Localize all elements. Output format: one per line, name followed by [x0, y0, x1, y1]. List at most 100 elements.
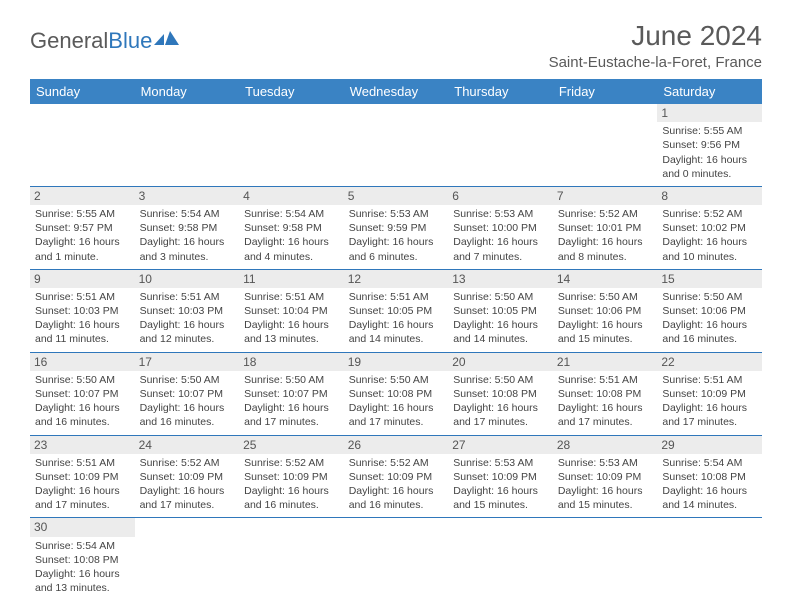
calendar-day-cell: 3Sunrise: 5:54 AMSunset: 9:58 PMDaylight…: [135, 186, 240, 269]
sunset-text: Sunset: 10:06 PM: [662, 304, 757, 318]
sunrise-text: Sunrise: 5:54 AM: [35, 539, 130, 553]
sunset-text: Sunset: 9:59 PM: [349, 221, 444, 235]
brand-logo: GeneralBlue: [30, 28, 180, 54]
daylight-text: and 17 minutes.: [35, 498, 130, 512]
calendar-day-cell: 11Sunrise: 5:51 AMSunset: 10:04 PMDaylig…: [239, 269, 344, 352]
daylight-text: and 12 minutes.: [140, 332, 235, 346]
sunset-text: Sunset: 10:08 PM: [453, 387, 548, 401]
daylight-text: Daylight: 16 hours: [558, 318, 653, 332]
daylight-text: and 15 minutes.: [453, 498, 548, 512]
calendar-day-cell: 25Sunrise: 5:52 AMSunset: 10:09 PMDaylig…: [239, 435, 344, 518]
sunset-text: Sunset: 10:05 PM: [349, 304, 444, 318]
daylight-text: and 16 minutes.: [140, 415, 235, 429]
calendar-day-cell: 23Sunrise: 5:51 AMSunset: 10:09 PMDaylig…: [30, 435, 135, 518]
calendar-week-row: 23Sunrise: 5:51 AMSunset: 10:09 PMDaylig…: [30, 435, 762, 518]
daylight-text: and 3 minutes.: [140, 250, 235, 264]
calendar-empty-cell: [553, 518, 658, 600]
day-number: 23: [30, 436, 135, 454]
day-of-week-header: Sunday: [30, 79, 135, 104]
calendar-day-cell: 1Sunrise: 5:55 AMSunset: 9:56 PMDaylight…: [657, 104, 762, 186]
daylight-text: and 17 minutes.: [140, 498, 235, 512]
sunrise-text: Sunrise: 5:52 AM: [349, 456, 444, 470]
daylight-text: and 15 minutes.: [558, 332, 653, 346]
day-number: 4: [239, 187, 344, 205]
calendar-empty-cell: [657, 518, 762, 600]
sunrise-text: Sunrise: 5:52 AM: [558, 207, 653, 221]
daylight-text: Daylight: 16 hours: [140, 484, 235, 498]
location-text: Saint-Eustache-la-Foret, France: [549, 54, 762, 71]
sunrise-text: Sunrise: 5:51 AM: [140, 290, 235, 304]
sunset-text: Sunset: 9:58 PM: [244, 221, 339, 235]
daylight-text: Daylight: 16 hours: [35, 484, 130, 498]
sunset-text: Sunset: 9:56 PM: [662, 138, 757, 152]
day-of-week-header: Tuesday: [239, 79, 344, 104]
sunset-text: Sunset: 10:09 PM: [140, 470, 235, 484]
sunrise-text: Sunrise: 5:54 AM: [662, 456, 757, 470]
sunset-text: Sunset: 10:03 PM: [35, 304, 130, 318]
day-number: 26: [344, 436, 449, 454]
daylight-text: Daylight: 16 hours: [558, 401, 653, 415]
daylight-text: and 4 minutes.: [244, 250, 339, 264]
daylight-text: and 15 minutes.: [558, 498, 653, 512]
sunrise-text: Sunrise: 5:50 AM: [349, 373, 444, 387]
daylight-text: and 6 minutes.: [349, 250, 444, 264]
daylight-text: Daylight: 16 hours: [662, 235, 757, 249]
daylight-text: Daylight: 16 hours: [453, 401, 548, 415]
day-of-week-header: Thursday: [448, 79, 553, 104]
calendar-empty-cell: [344, 104, 449, 186]
sunrise-text: Sunrise: 5:51 AM: [35, 456, 130, 470]
brand-part1: General: [30, 28, 108, 54]
sunset-text: Sunset: 10:09 PM: [349, 470, 444, 484]
calendar-day-cell: 10Sunrise: 5:51 AMSunset: 10:03 PMDaylig…: [135, 269, 240, 352]
sunset-text: Sunset: 10:07 PM: [35, 387, 130, 401]
daylight-text: and 17 minutes.: [558, 415, 653, 429]
brand-part2: Blue: [108, 28, 152, 54]
daylight-text: Daylight: 16 hours: [453, 235, 548, 249]
daylight-text: and 7 minutes.: [453, 250, 548, 264]
day-number: 12: [344, 270, 449, 288]
calendar-day-cell: 4Sunrise: 5:54 AMSunset: 9:58 PMDaylight…: [239, 186, 344, 269]
daylight-text: Daylight: 16 hours: [662, 401, 757, 415]
sunrise-text: Sunrise: 5:52 AM: [662, 207, 757, 221]
sunrise-text: Sunrise: 5:51 AM: [662, 373, 757, 387]
calendar-day-cell: 7Sunrise: 5:52 AMSunset: 10:01 PMDayligh…: [553, 186, 658, 269]
sunset-text: Sunset: 10:08 PM: [558, 387, 653, 401]
calendar-empty-cell: [448, 518, 553, 600]
daylight-text: and 13 minutes.: [244, 332, 339, 346]
daylight-text: Daylight: 16 hours: [349, 484, 444, 498]
calendar-day-cell: 19Sunrise: 5:50 AMSunset: 10:08 PMDaylig…: [344, 352, 449, 435]
day-number: 14: [553, 270, 658, 288]
daylight-text: Daylight: 16 hours: [244, 318, 339, 332]
calendar-day-cell: 27Sunrise: 5:53 AMSunset: 10:09 PMDaylig…: [448, 435, 553, 518]
sunrise-text: Sunrise: 5:51 AM: [244, 290, 339, 304]
calendar-week-row: 30Sunrise: 5:54 AMSunset: 10:08 PMDaylig…: [30, 518, 762, 600]
sunrise-text: Sunrise: 5:50 AM: [453, 373, 548, 387]
sunrise-text: Sunrise: 5:54 AM: [140, 207, 235, 221]
daylight-text: Daylight: 16 hours: [662, 153, 757, 167]
calendar-empty-cell: [553, 104, 658, 186]
calendar-empty-cell: [135, 104, 240, 186]
brand-mark-icon: [154, 28, 180, 51]
sunset-text: Sunset: 10:02 PM: [662, 221, 757, 235]
calendar-day-cell: 12Sunrise: 5:51 AMSunset: 10:05 PMDaylig…: [344, 269, 449, 352]
sunrise-text: Sunrise: 5:50 AM: [35, 373, 130, 387]
calendar-day-cell: 15Sunrise: 5:50 AMSunset: 10:06 PMDaylig…: [657, 269, 762, 352]
day-number: 10: [135, 270, 240, 288]
calendar-empty-cell: [344, 518, 449, 600]
day-number: 8: [657, 187, 762, 205]
day-number: 20: [448, 353, 553, 371]
day-number: 18: [239, 353, 344, 371]
day-number: 2: [30, 187, 135, 205]
daylight-text: and 0 minutes.: [662, 167, 757, 181]
sunrise-text: Sunrise: 5:50 AM: [558, 290, 653, 304]
daylight-text: Daylight: 16 hours: [35, 401, 130, 415]
day-number: 1: [657, 104, 762, 122]
calendar-day-cell: 24Sunrise: 5:52 AMSunset: 10:09 PMDaylig…: [135, 435, 240, 518]
daylight-text: and 14 minutes.: [662, 498, 757, 512]
daylight-text: and 17 minutes.: [453, 415, 548, 429]
day-number: 25: [239, 436, 344, 454]
day-number: 19: [344, 353, 449, 371]
daylight-text: Daylight: 16 hours: [244, 484, 339, 498]
sunset-text: Sunset: 10:09 PM: [662, 387, 757, 401]
calendar-week-row: 2Sunrise: 5:55 AMSunset: 9:57 PMDaylight…: [30, 186, 762, 269]
